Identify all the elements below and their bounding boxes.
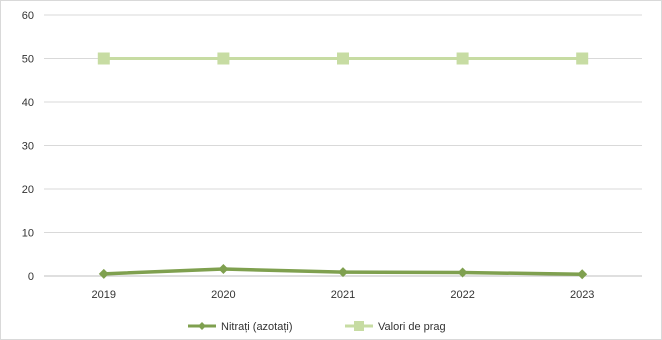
data-point-marker [577, 269, 588, 280]
data-point-marker [218, 264, 229, 275]
series-valori-de-prag [97, 52, 589, 65]
y-tick-label: 10 [22, 228, 34, 240]
x-tick-label: 2021 [331, 289, 355, 301]
series-nitrati [98, 264, 588, 280]
y-tick-label: 20 [22, 184, 34, 196]
x-axis-tick-labels: 2019 2020 2021 2022 2023 [92, 289, 595, 301]
legend-marker [354, 321, 364, 331]
legend-item: Nitrați (azotați) [188, 321, 293, 333]
y-axis-tick-labels: 0 10 20 30 40 50 60 [22, 10, 34, 283]
data-point-marker [337, 52, 349, 65]
series-group [97, 52, 589, 280]
y-tick-label: 60 [22, 10, 34, 22]
legend-label: Valori de prag [378, 321, 446, 333]
legend: Nitrați (azotați) Valori de prag [188, 321, 446, 333]
data-point-marker [338, 267, 348, 278]
data-point-marker [456, 52, 469, 65]
data-point-marker [217, 52, 230, 65]
x-tick-label: 2019 [92, 289, 116, 301]
data-point-marker [457, 267, 468, 278]
legend-marker [198, 322, 206, 330]
y-tick-label: 40 [22, 97, 34, 109]
x-tick-label: 2020 [211, 289, 235, 301]
y-tick-label: 50 [22, 54, 34, 66]
x-tick-label: 2022 [450, 289, 474, 301]
y-tick-label: 0 [28, 271, 34, 283]
legend-label: Nitrați (azotați) [221, 321, 293, 333]
data-point-marker [97, 52, 110, 65]
y-tick-label: 30 [22, 141, 34, 153]
legend-item: Valori de prag [345, 321, 446, 333]
x-tick-label: 2023 [570, 289, 594, 301]
data-point-marker [576, 52, 589, 65]
data-point-marker [98, 268, 109, 279]
